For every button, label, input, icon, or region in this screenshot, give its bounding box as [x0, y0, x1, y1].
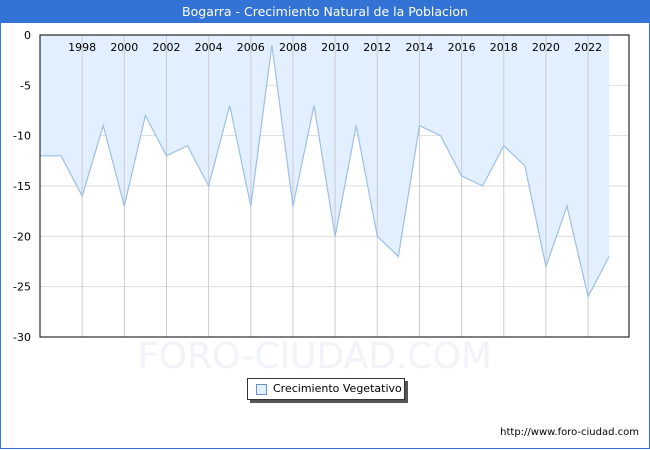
x-tick-label: 2014 — [405, 41, 433, 54]
y-tick-label: -25 — [13, 281, 31, 294]
y-tick-label: -5 — [20, 79, 31, 92]
plot-border — [39, 34, 630, 338]
x-tick-label: 2010 — [321, 41, 349, 54]
x-tick-label: 2012 — [363, 41, 391, 54]
y-tick-label: -15 — [13, 180, 31, 193]
y-tick-label: -10 — [13, 130, 31, 143]
legend-label: Crecimiento Vegetativo — [273, 382, 402, 395]
x-tick-label: 2008 — [279, 41, 307, 54]
y-tick-label: -30 — [13, 331, 31, 344]
x-tick-label: 1998 — [68, 41, 96, 54]
y-tick-label: 0 — [24, 29, 31, 42]
legend: Crecimiento Vegetativo — [247, 378, 405, 400]
x-tick-label: 2022 — [574, 41, 602, 54]
data-line — [40, 44, 610, 299]
x-tick-label: 2018 — [490, 41, 518, 54]
chart-title: Bogarra - Crecimiento Natural de la Pobl… — [0, 0, 650, 23]
x-tick-label: 2006 — [237, 41, 265, 54]
x-tick-label: 2004 — [195, 41, 223, 54]
source-url: http://www.foro-ciudad.com — [500, 427, 639, 438]
watermark: FORO-CIUDAD.COM — [138, 336, 492, 377]
area-fill — [40, 35, 610, 297]
x-tick-label: 2020 — [532, 41, 560, 54]
y-tick-label: -20 — [13, 230, 31, 243]
legend-swatch-icon — [256, 384, 267, 395]
x-tick-label: 2002 — [152, 41, 180, 54]
x-tick-label: 2016 — [448, 41, 476, 54]
x-tick-label: 2000 — [110, 41, 138, 54]
